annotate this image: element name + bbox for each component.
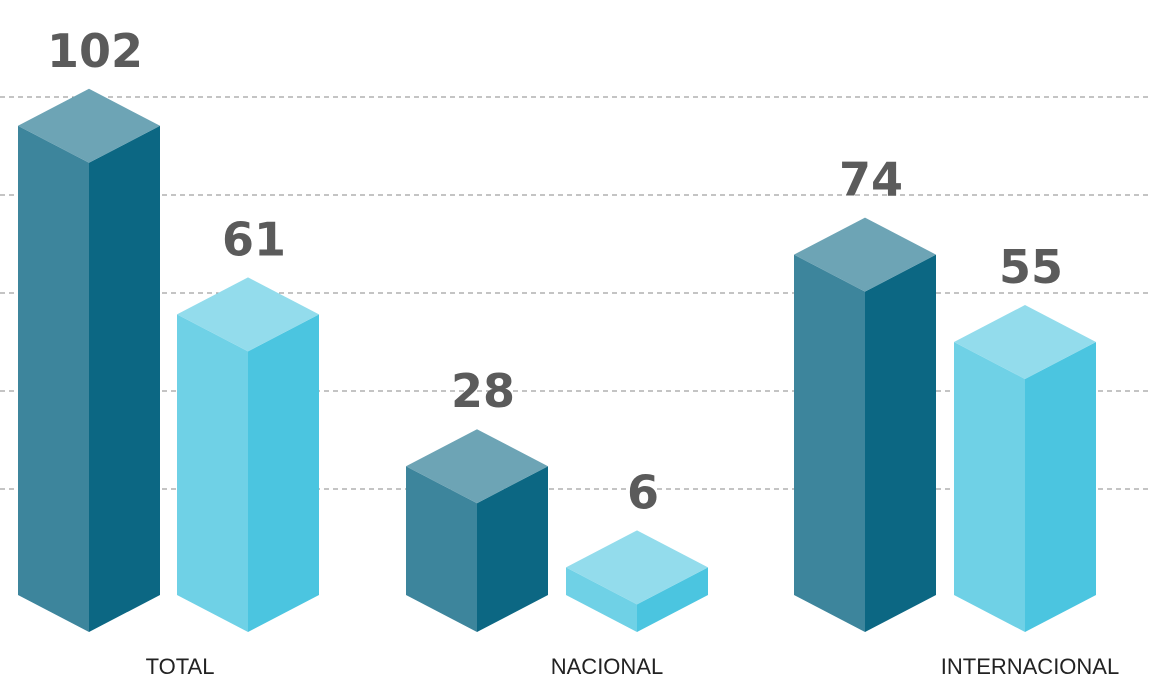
bar-right-face bbox=[865, 254, 936, 632]
bar-top-face bbox=[406, 429, 548, 504]
bar bbox=[177, 277, 319, 632]
bar-top-face bbox=[18, 88, 160, 163]
bar bbox=[406, 429, 548, 632]
bar-top-face bbox=[794, 217, 936, 292]
bar-left-face bbox=[406, 466, 477, 632]
bar-left-face bbox=[177, 314, 248, 632]
bar-left-face bbox=[794, 254, 865, 632]
bar-right-face bbox=[1025, 342, 1096, 632]
bar bbox=[18, 88, 160, 633]
bar-top-face bbox=[177, 277, 319, 352]
value-label: 61 bbox=[222, 212, 286, 266]
x-tick-label: NACIONAL bbox=[551, 654, 663, 678]
x-tick-label: INTERNACIONAL bbox=[941, 654, 1119, 678]
bar-left-face bbox=[18, 125, 89, 633]
value-label: 28 bbox=[451, 364, 515, 418]
value-label: 102 bbox=[47, 24, 143, 78]
bar bbox=[566, 530, 708, 632]
bar-left-face bbox=[566, 567, 637, 632]
bar-top-face bbox=[954, 305, 1096, 379]
bar-left-face bbox=[954, 342, 1025, 632]
value-label: 55 bbox=[999, 240, 1063, 294]
bar-right-face bbox=[248, 314, 319, 632]
bar bbox=[954, 305, 1096, 632]
bar bbox=[794, 217, 936, 632]
x-tick-label: TOTAL bbox=[146, 654, 215, 678]
bar-right-face bbox=[637, 567, 708, 632]
bar-top-face bbox=[566, 530, 708, 605]
bar-right-face bbox=[477, 466, 548, 632]
bar-right-face bbox=[89, 125, 160, 633]
value-label: 6 bbox=[627, 465, 659, 519]
value-label: 74 bbox=[839, 153, 903, 207]
